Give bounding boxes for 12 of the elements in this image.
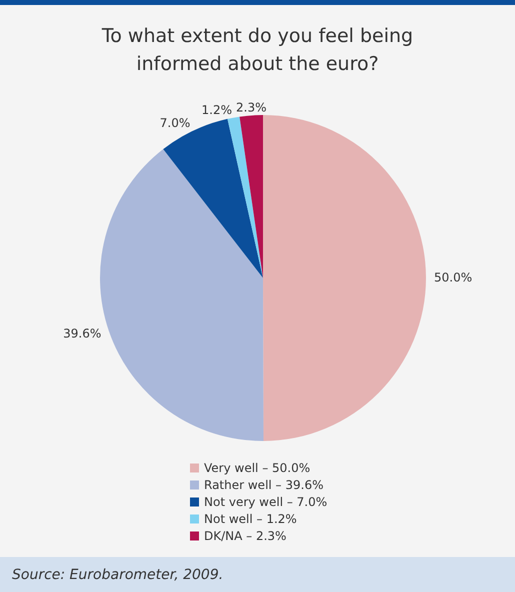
legend-label: Not well – 1.2%: [204, 512, 297, 526]
legend-label: Very well – 50.0%: [204, 461, 310, 475]
data-label: 39.6%: [63, 326, 102, 341]
legend-label: Rather well – 39.6%: [204, 478, 324, 492]
data-label: 2.3%: [236, 100, 267, 114]
data-label: 7.0%: [160, 116, 190, 130]
data-label: 50.0%: [434, 270, 472, 285]
data-label: 1.2%: [202, 102, 232, 117]
legend-label: Not very well – 7.0%: [204, 495, 328, 509]
legend-label: DK/NA – 2.3%: [204, 529, 286, 543]
source-note: Source: Eurobarometer, 2009.: [12, 566, 224, 582]
chart-title: To what extent do you feel being informed about the euro?: [100, 25, 414, 75]
